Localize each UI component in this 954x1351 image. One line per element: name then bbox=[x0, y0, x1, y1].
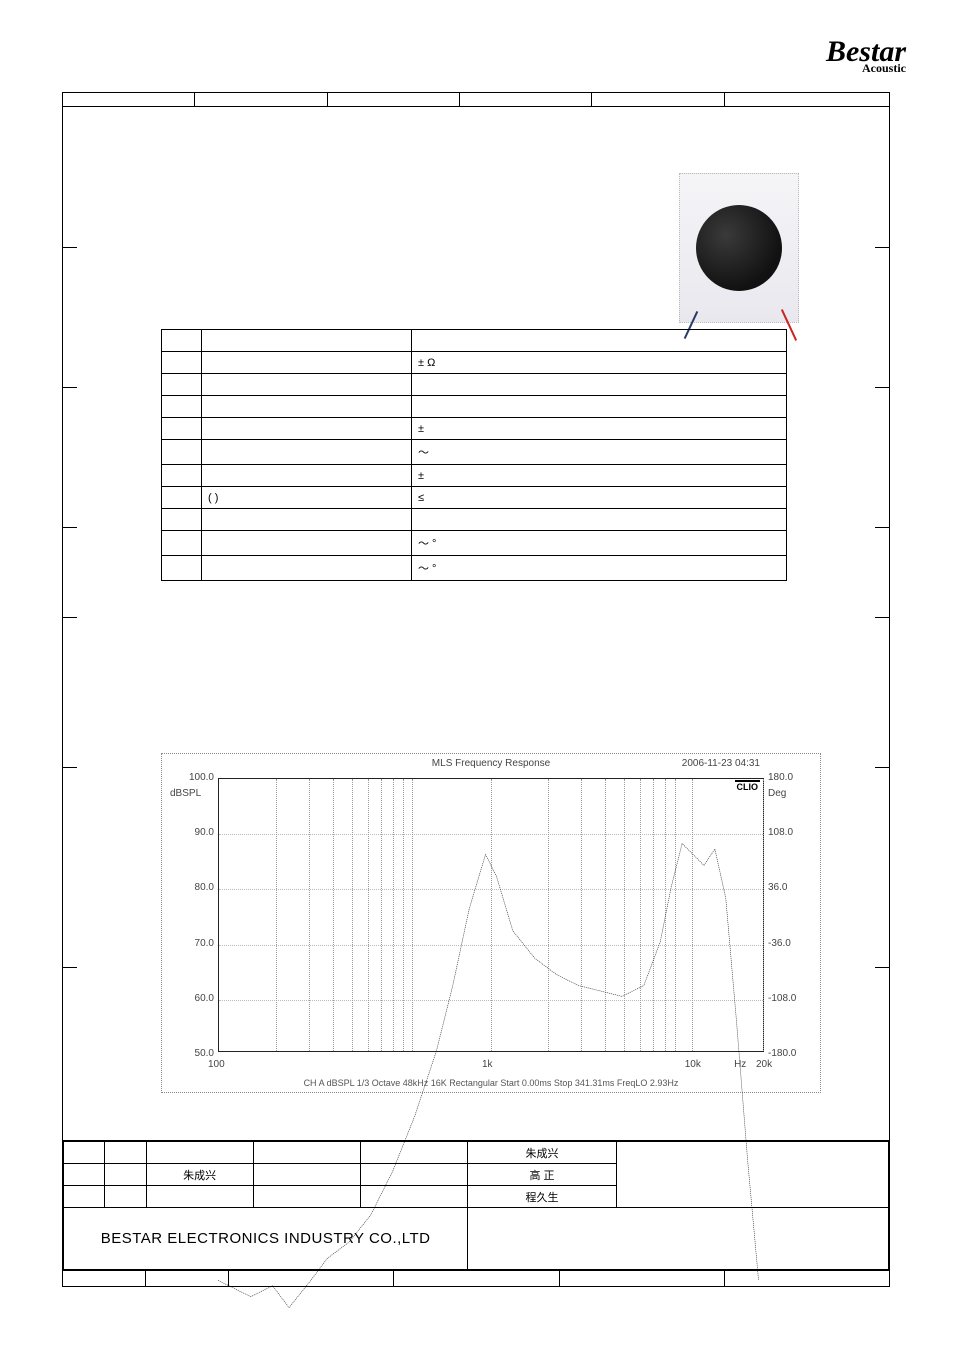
y-left-tick: 90.0 bbox=[180, 827, 214, 838]
spec-param bbox=[202, 531, 412, 556]
spec-num bbox=[162, 465, 202, 487]
drawing-frame: ± Ω±～±( )≤～ °～ ° MLS Frequency Response … bbox=[62, 92, 890, 1271]
spec-value bbox=[412, 374, 787, 396]
spec-num bbox=[162, 396, 202, 418]
brand-logo: Bestar Acoustic bbox=[826, 38, 906, 74]
y-right-tick: -180.0 bbox=[768, 1048, 802, 1059]
spec-num bbox=[162, 440, 202, 465]
spec-param bbox=[202, 509, 412, 531]
tb-name-2a: 朱成兴 bbox=[146, 1164, 253, 1186]
y-right-tick: -36.0 bbox=[768, 938, 802, 949]
chart-footer: CH A dBSPL 1/3 Octave 48kHz 16K Rectangu… bbox=[218, 1078, 764, 1088]
top-cell bbox=[592, 93, 724, 106]
tb-name-3: 程久生 bbox=[468, 1186, 617, 1208]
bottom-cell bbox=[560, 1271, 725, 1286]
x-tick: 10k bbox=[685, 1059, 701, 1070]
spec-value bbox=[412, 330, 787, 352]
spec-param bbox=[202, 556, 412, 581]
spec-param bbox=[202, 352, 412, 374]
top-cell bbox=[63, 93, 195, 106]
y-right-tick: 36.0 bbox=[768, 882, 802, 893]
y-right-tick: 108.0 bbox=[768, 827, 802, 838]
spec-num bbox=[162, 531, 202, 556]
top-cell-row bbox=[63, 93, 889, 107]
spec-param bbox=[202, 374, 412, 396]
spec-param bbox=[202, 465, 412, 487]
spec-param bbox=[202, 330, 412, 352]
top-cell bbox=[725, 93, 889, 106]
spec-table: ± Ω±～±( )≤～ °～ ° bbox=[161, 329, 787, 581]
product-photo bbox=[679, 173, 799, 323]
spec-value: ± bbox=[412, 418, 787, 440]
y-left-tick: 60.0 bbox=[180, 993, 214, 1004]
y-left-tick: 80.0 bbox=[180, 882, 214, 893]
spec-num bbox=[162, 556, 202, 581]
chart-plot-area bbox=[218, 778, 764, 1052]
spec-value: ± bbox=[412, 465, 787, 487]
tb-name-1: 朱成兴 bbox=[468, 1142, 617, 1164]
spec-param: ( ) bbox=[202, 487, 412, 509]
spec-num bbox=[162, 374, 202, 396]
spec-value: ～ bbox=[412, 440, 787, 465]
spec-num bbox=[162, 487, 202, 509]
x-tick: 1k bbox=[482, 1059, 493, 1070]
bottom-cell bbox=[394, 1271, 559, 1286]
y-right-tick: -108.0 bbox=[768, 993, 802, 1004]
y-left-tick: 50.0 bbox=[180, 1048, 214, 1059]
spec-num bbox=[162, 418, 202, 440]
spec-param bbox=[202, 440, 412, 465]
response-chart: MLS Frequency Response 2006-11-23 04:31 … bbox=[161, 753, 821, 1093]
top-cell bbox=[195, 93, 327, 106]
y-left-unit: dBSPL bbox=[170, 788, 201, 799]
spec-param bbox=[202, 396, 412, 418]
bottom-cell-row bbox=[62, 1271, 890, 1287]
x-tick: Hz bbox=[734, 1059, 746, 1070]
x-tick: 100 bbox=[208, 1059, 225, 1070]
bottom-cell bbox=[63, 1271, 146, 1286]
speaker-disc bbox=[696, 205, 782, 291]
spec-value bbox=[412, 509, 787, 531]
bottom-cell bbox=[725, 1271, 889, 1286]
tb-name-2b: 高 正 bbox=[468, 1164, 617, 1186]
spec-value: ≤ bbox=[412, 487, 787, 509]
spec-value bbox=[412, 396, 787, 418]
spec-num bbox=[162, 352, 202, 374]
bottom-cell bbox=[146, 1271, 229, 1286]
spec-num bbox=[162, 509, 202, 531]
y-right-tick: 180.0 bbox=[768, 772, 802, 783]
spec-param bbox=[202, 418, 412, 440]
spec-value: ～ ° bbox=[412, 531, 787, 556]
company-name: BESTAR ELECTRONICS INDUSTRY CO.,LTD bbox=[64, 1208, 468, 1270]
chart-date: 2006-11-23 04:31 bbox=[682, 758, 760, 769]
y-right-unit: Deg bbox=[768, 788, 802, 799]
spec-value: ～ ° bbox=[412, 556, 787, 581]
y-left-tick: 70.0 bbox=[180, 938, 214, 949]
y-left-tick: 100.0 bbox=[180, 772, 214, 783]
top-cell bbox=[328, 93, 460, 106]
spec-value: ± Ω bbox=[412, 352, 787, 374]
bottom-cell bbox=[229, 1271, 394, 1286]
top-cell bbox=[460, 93, 592, 106]
titleblock: 朱成兴 朱成兴 高 正 程久生 BESTAR ELECTRONICS INDUS… bbox=[63, 1140, 889, 1270]
spec-num bbox=[162, 330, 202, 352]
x-tick: 20k bbox=[756, 1059, 772, 1070]
